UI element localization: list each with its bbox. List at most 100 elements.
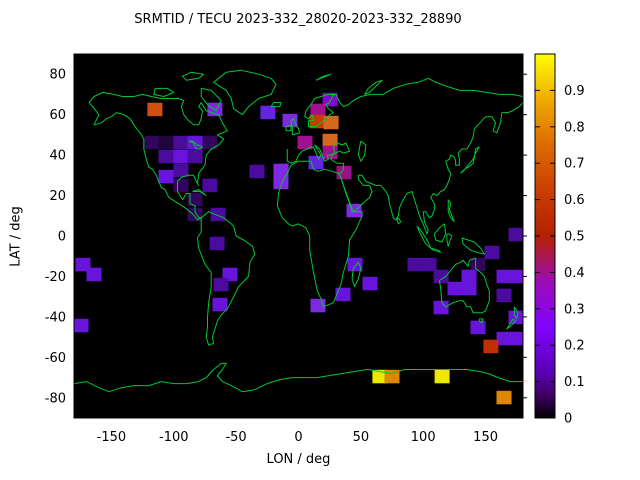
tec-cell (86, 267, 102, 282)
tec-cell (433, 300, 449, 315)
tec-cell (496, 269, 512, 284)
coastline-japan (460, 146, 480, 174)
colorbar-tick-label: 0.9 (564, 84, 585, 99)
y-tick-label: -20 (45, 270, 66, 285)
coastline-sri-lanka (396, 217, 402, 225)
tec-cell (496, 331, 512, 346)
coastline-australia (438, 257, 490, 314)
tec-cell (322, 92, 338, 107)
coastline-south-america (197, 211, 256, 346)
tec-cell (260, 105, 276, 120)
colorbar-tick-label: 0.2 (564, 339, 585, 354)
tec-cell (173, 178, 189, 193)
y-tick-label: 0 (58, 230, 66, 245)
tec-cell (202, 135, 218, 150)
coastline-svalbard (315, 73, 332, 81)
tec-cell (213, 277, 229, 292)
tec-cell (510, 331, 523, 346)
tec-cell (322, 133, 338, 148)
y-tick-label: 60 (49, 108, 66, 123)
map-background (74, 54, 523, 418)
tec-cell (484, 245, 500, 260)
tec-cell (322, 145, 338, 160)
tec-cell (421, 257, 437, 272)
coastline-new-zealand-south (506, 318, 516, 330)
tec-cell (187, 192, 203, 207)
tec-cell (158, 135, 174, 150)
coastline-iceland (270, 102, 282, 108)
tec-cell (212, 297, 228, 312)
tec-cell (510, 269, 523, 284)
coastline-asia-south-east (340, 102, 523, 235)
coastline-new-zealand-north (513, 306, 519, 320)
coastline-uk (290, 118, 301, 136)
tec-cell (210, 207, 226, 222)
tec-cell (461, 269, 477, 284)
tec-cell (508, 227, 523, 242)
tec-cell (407, 257, 423, 272)
colorbar-tick-label: 0.4 (564, 266, 585, 281)
tec-cell (74, 318, 89, 333)
coastline-borneo (433, 223, 447, 243)
coastline-cuba (192, 189, 207, 197)
tec-cell (173, 135, 189, 150)
tec-cell (347, 257, 363, 272)
coastline-baffin (200, 87, 222, 112)
tec-cell (187, 149, 203, 164)
tec-cell (310, 103, 326, 118)
colorbar-tick-label: 0 (564, 412, 572, 427)
coastline-north-america (88, 91, 228, 221)
x-tick-label: 100 (411, 430, 436, 445)
tec-cell (144, 135, 160, 150)
tec-cell (470, 320, 486, 335)
axis-ticks-layer: -150 -100 -50 0 50 100 150 80 60 40 20 0 -20 -40 -60 -8… (45, 68, 527, 445)
coastline-antarctica (74, 362, 523, 393)
y-tick-label: -40 (45, 310, 66, 325)
tec-cell (461, 281, 477, 296)
colorbar: 0 0.1 0.2 0.3 0.4 0.5 0.6 0.7 0.8 0.9 (534, 53, 585, 427)
coastline-europe-med (286, 142, 351, 174)
tec-cell (158, 149, 174, 164)
y-tick-label: 40 (49, 149, 66, 164)
tec-cell (308, 155, 324, 170)
coastlines-layer (74, 69, 523, 393)
tec-cell (273, 175, 289, 190)
tec-cell (297, 135, 313, 150)
y-tick-label: -80 (45, 391, 66, 406)
x-tick-label: 0 (294, 430, 302, 445)
tec-cell (434, 369, 450, 384)
tec-cell (147, 102, 163, 117)
tec-cell (249, 164, 265, 179)
tec-cell (273, 163, 289, 178)
tec-cell (335, 287, 351, 302)
tec-cell (209, 236, 225, 251)
tec-cell (447, 281, 463, 296)
tec-cell (282, 113, 298, 128)
tec-cell (158, 169, 174, 184)
x-tick-label: 150 (473, 430, 498, 445)
plot-title: SRMTID / TECU 2023-332_28020-2023-332_28… (134, 12, 462, 27)
colorbar-tick-label: 0.1 (564, 375, 585, 390)
x-tick-label: 50 (353, 430, 370, 445)
x-tick-label: -150 (97, 430, 127, 445)
tec-cell (173, 163, 189, 178)
tec-cell (202, 178, 218, 193)
coastline-greenland (213, 69, 277, 116)
coastline-great-lakes (188, 140, 203, 150)
colorbar-tick-label: 0.3 (564, 302, 585, 317)
tec-cell (323, 115, 339, 130)
coastline-ellesmere (182, 71, 205, 81)
coastline-ireland (285, 124, 292, 132)
coastline-java (430, 247, 442, 253)
coastline-africa (276, 160, 363, 308)
tec-cell (496, 390, 512, 405)
y-tick-label: 20 (49, 189, 66, 204)
tec-cell (173, 149, 189, 164)
x-axis-label: LON / deg (266, 452, 331, 467)
colorbar-tick-label: 0.5 (564, 230, 585, 245)
coastline-sulawesi (446, 233, 453, 247)
tec-cell (346, 203, 362, 218)
x-tick-label: -50 (225, 430, 246, 445)
coastline-tasmania (478, 318, 484, 324)
colorbar-tick-label: 0.8 (564, 120, 585, 135)
